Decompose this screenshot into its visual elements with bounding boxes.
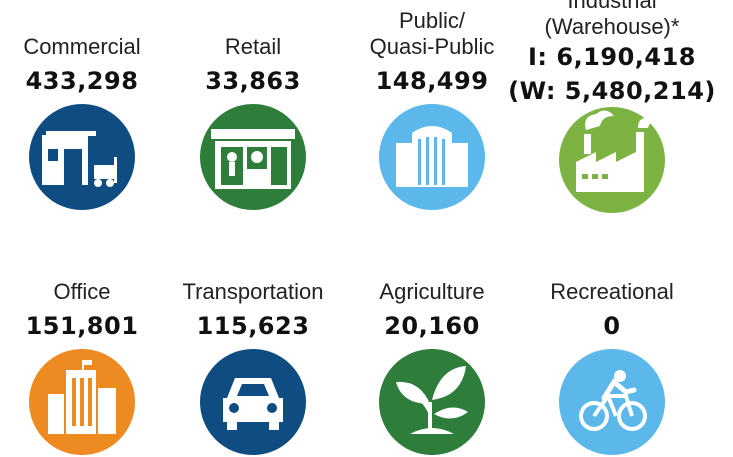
category-value: 0 — [603, 312, 620, 340]
category-label: Transportation — [182, 279, 323, 304]
category-label: Recreational — [550, 279, 674, 304]
recreational-icon — [579, 370, 647, 431]
category-label: Commercial — [23, 34, 140, 59]
category-value: 148,499 — [376, 67, 489, 95]
office-icon — [48, 360, 116, 434]
category-label: Agriculture — [379, 279, 484, 304]
category-label: Office — [53, 279, 110, 304]
category-value: 33,863 — [205, 67, 301, 95]
icons — [42, 110, 662, 434]
category-value: 433,298 — [26, 67, 139, 95]
category-label: (Warehouse)* — [545, 14, 680, 39]
retail-icon — [211, 129, 295, 189]
category-label: Industrial — [567, 0, 656, 13]
commercial-icon — [42, 131, 117, 187]
category-label: Retail — [225, 34, 281, 59]
category-value: I: 6,190,418 — [528, 43, 696, 71]
category-value: 115,623 — [197, 312, 310, 340]
category-label: Public/ — [399, 8, 466, 33]
public-icon — [396, 126, 468, 187]
transportation-icon — [223, 378, 283, 430]
category-value: 20,160 — [384, 312, 480, 340]
industrial-icon — [576, 110, 662, 192]
category-label: Quasi-Public — [370, 34, 495, 59]
category-value: 151,801 — [26, 312, 139, 340]
agriculture-icon — [396, 366, 468, 434]
category-value: (W: 5,480,214) — [508, 77, 716, 105]
